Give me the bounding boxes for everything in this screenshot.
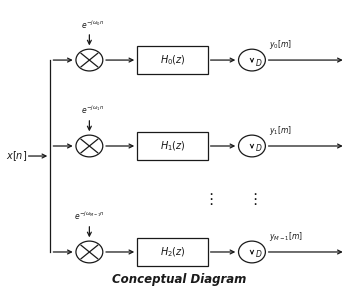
Text: $e^{-j\omega_0 n}$: $e^{-j\omega_0 n}$: [81, 18, 104, 31]
Text: $H_1(z)$: $H_1(z)$: [159, 139, 185, 153]
Text: $x[n]$: $x[n]$: [6, 149, 27, 163]
Text: $D$: $D$: [255, 142, 262, 154]
Text: $e^{-j\omega_{M-1} n}$: $e^{-j\omega_{M-1} n}$: [74, 210, 105, 223]
Circle shape: [76, 135, 103, 157]
Text: $y_0[m]$: $y_0[m]$: [269, 39, 292, 51]
Text: $H_0(z)$: $H_0(z)$: [159, 53, 185, 67]
Text: Conceptual Diagram: Conceptual Diagram: [112, 273, 247, 286]
Text: $y_1[m]$: $y_1[m]$: [269, 124, 292, 138]
Bar: [137, 132, 208, 160]
Text: $\vdots$: $\vdots$: [202, 191, 213, 207]
Circle shape: [238, 135, 265, 157]
Bar: [137, 238, 208, 266]
Text: $\vdots$: $\vdots$: [247, 191, 257, 207]
Text: $D$: $D$: [255, 57, 262, 67]
Circle shape: [238, 49, 265, 71]
Text: $e^{-j\omega_1 n}$: $e^{-j\omega_1 n}$: [81, 104, 104, 117]
Text: $H_2(z)$: $H_2(z)$: [159, 245, 185, 259]
Circle shape: [76, 49, 103, 71]
Circle shape: [238, 241, 265, 263]
Text: $y_{M-1}[m]$: $y_{M-1}[m]$: [269, 230, 303, 244]
Circle shape: [76, 241, 103, 263]
Text: $D$: $D$: [255, 248, 262, 260]
Bar: [137, 46, 208, 74]
